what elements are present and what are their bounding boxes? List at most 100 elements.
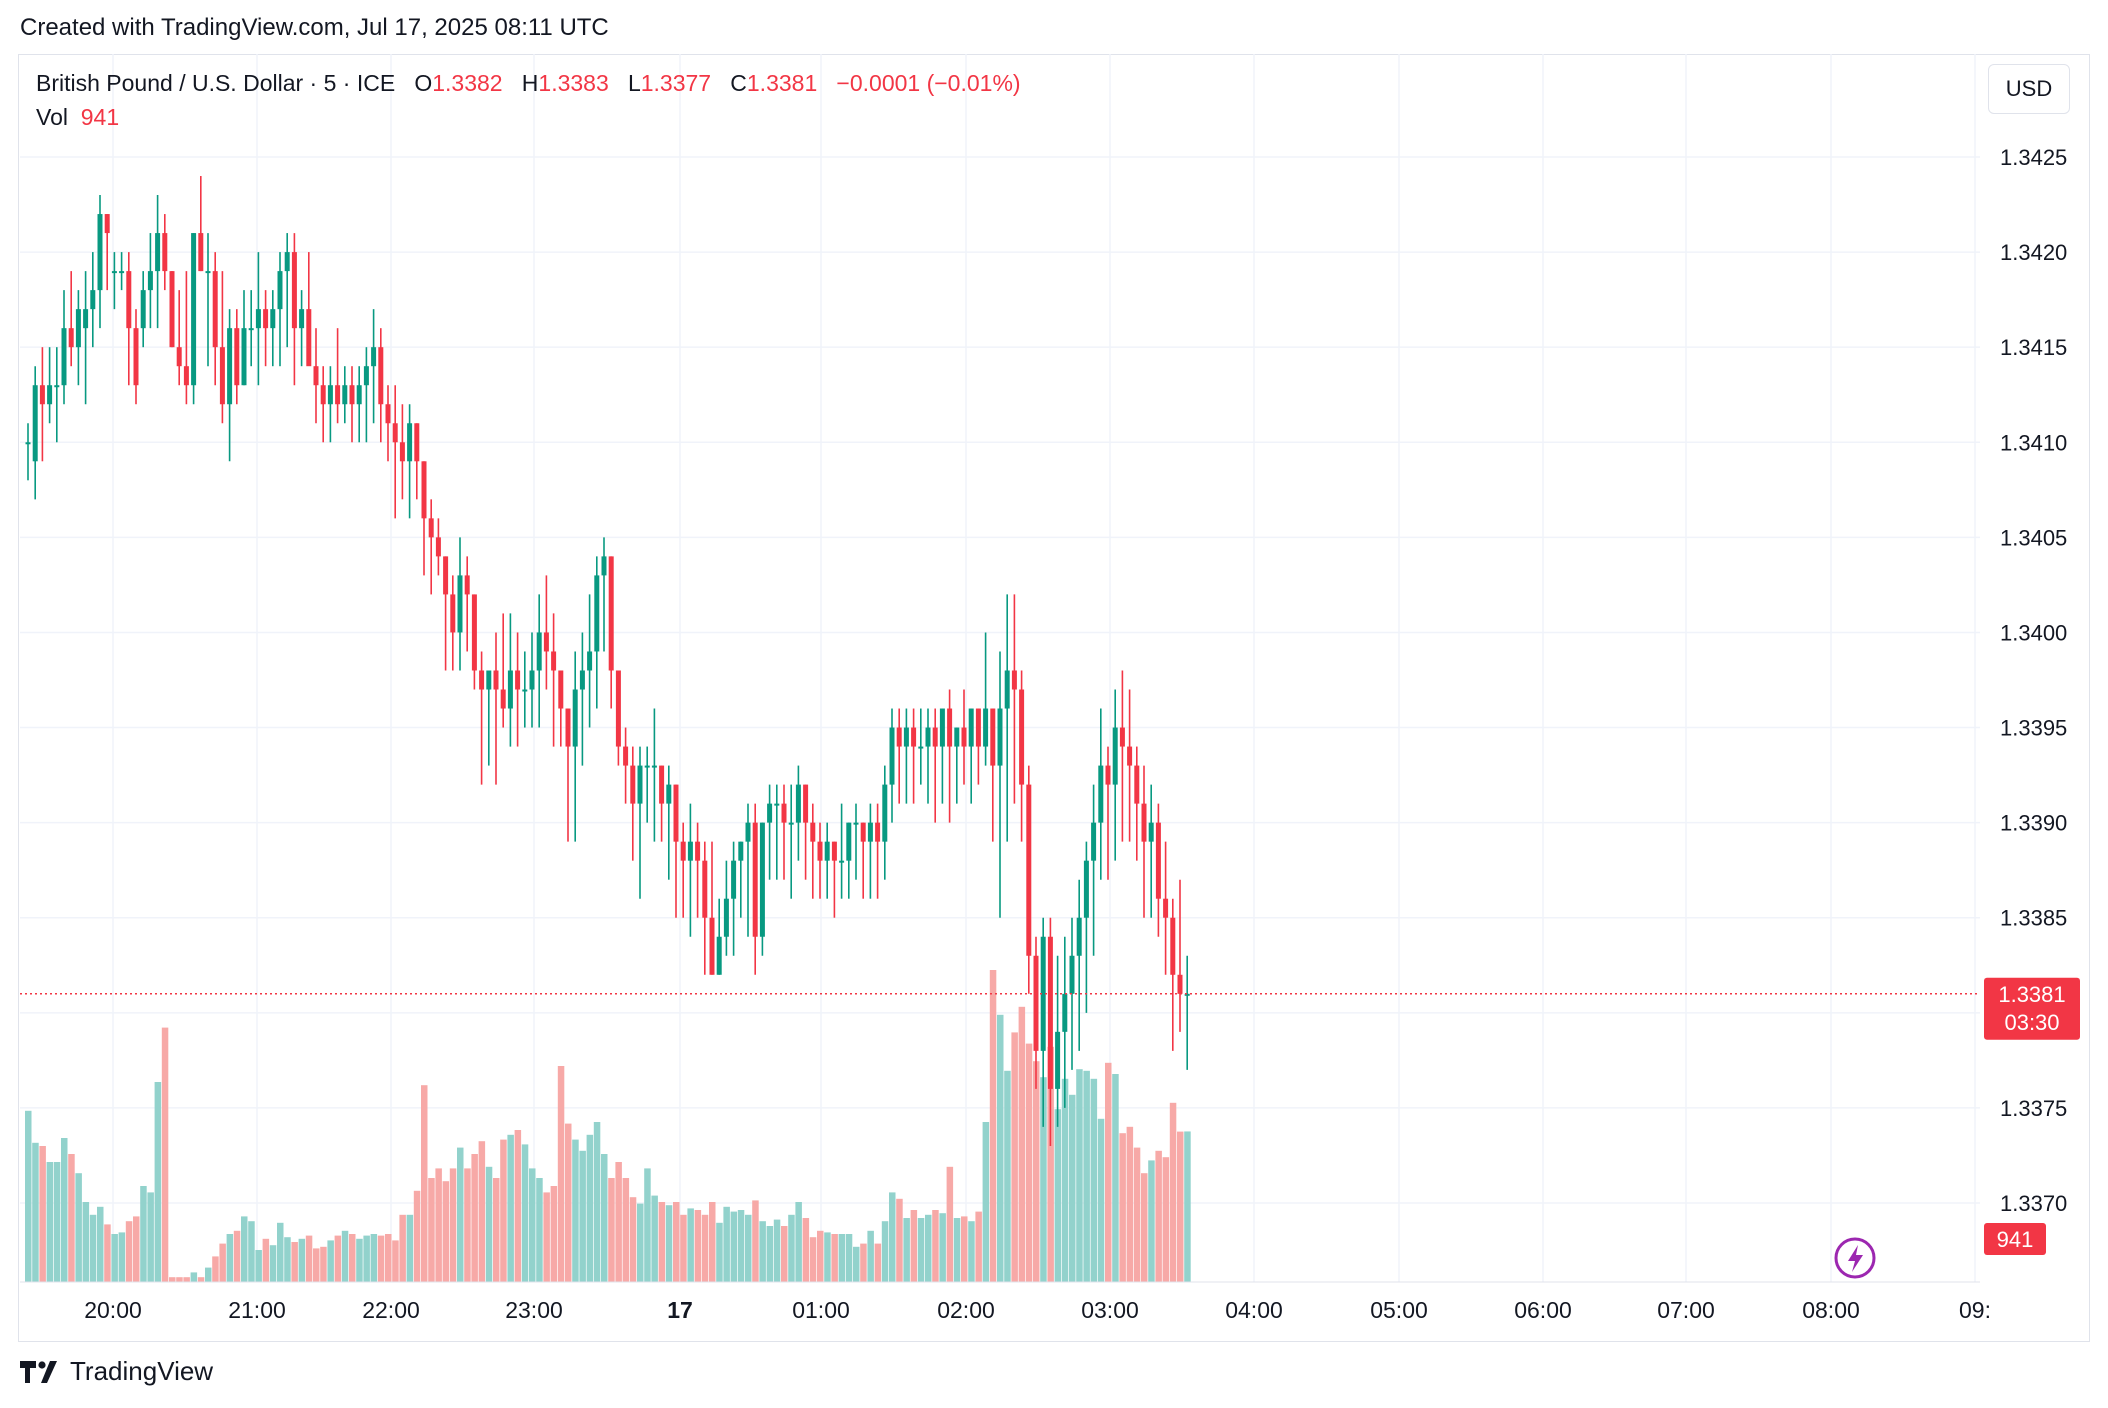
candle — [255, 252, 261, 386]
volume-bar — [154, 1082, 162, 1282]
candle-body — [558, 670, 564, 709]
candle — [335, 328, 341, 424]
candle-body — [731, 860, 737, 899]
candle-body — [781, 803, 787, 823]
candle-body — [363, 366, 369, 386]
candle — [731, 841, 737, 956]
volume-bar — [579, 1150, 586, 1282]
candle-body — [889, 727, 895, 785]
volume-bar — [161, 1027, 169, 1282]
volume-bar — [543, 1192, 550, 1282]
candle-body — [1055, 1031, 1061, 1089]
currency-button[interactable]: USD — [1988, 64, 2070, 114]
volume-bar — [1141, 1173, 1148, 1282]
candle-body — [925, 727, 931, 747]
volume-bar — [68, 1154, 75, 1282]
volume-bar — [881, 1221, 889, 1282]
candle — [486, 670, 492, 766]
volume-bar — [889, 1192, 896, 1282]
volume-bar — [500, 1139, 507, 1282]
candle-body — [299, 309, 305, 329]
lightning-icon — [1834, 1237, 1876, 1279]
volume-bar — [946, 1166, 954, 1282]
volume-bar — [716, 1222, 723, 1282]
price-tick-label: 1.3395 — [2000, 716, 2067, 741]
candle — [227, 309, 233, 462]
close-value: 1.3381 — [746, 70, 818, 96]
candle-body — [983, 708, 989, 747]
candle — [421, 461, 427, 576]
candle — [723, 860, 729, 956]
candlestick-series — [25, 176, 1190, 1146]
price-tick-label: 1.3415 — [2000, 335, 2067, 360]
candle-body — [270, 309, 276, 329]
candle-body — [1083, 860, 1089, 918]
candle — [565, 708, 571, 842]
volume-bar — [507, 1134, 514, 1282]
candle — [61, 290, 67, 405]
candle — [551, 613, 557, 747]
candle-body — [126, 271, 132, 329]
candle-body — [32, 385, 38, 462]
candle-body — [1112, 727, 1118, 785]
volume-bar — [341, 1230, 349, 1282]
candle — [1127, 689, 1133, 842]
candle — [594, 556, 600, 709]
candle-body — [140, 290, 146, 329]
candle-body — [457, 575, 463, 633]
candle — [644, 746, 650, 823]
candle — [443, 556, 449, 671]
candle-body — [644, 765, 650, 768]
candle-body — [191, 233, 197, 386]
candle-body — [709, 917, 715, 975]
volume-badge — [1984, 1223, 2046, 1255]
candle-body — [133, 328, 139, 386]
volume-bar — [903, 1218, 910, 1282]
candle — [903, 708, 909, 804]
candle-body — [471, 594, 477, 671]
volume-bar — [291, 1242, 298, 1282]
candle-body — [198, 233, 204, 272]
candle-body — [414, 423, 420, 462]
candle — [39, 347, 45, 462]
candle — [1040, 917, 1046, 1127]
candle-body — [1004, 670, 1010, 709]
volume-bar — [658, 1202, 666, 1282]
candle-body — [47, 385, 53, 405]
low-value: 1.3377 — [640, 70, 712, 96]
candle-body — [284, 252, 290, 272]
volume-bar — [723, 1206, 730, 1282]
candle-body — [277, 271, 283, 310]
candle — [1011, 594, 1017, 804]
candle — [299, 290, 305, 367]
volume-bar — [25, 1110, 32, 1282]
volume-bar — [471, 1154, 478, 1282]
candle-body — [831, 841, 837, 861]
candle-body — [752, 822, 758, 937]
candle-body — [75, 309, 81, 348]
candle — [54, 347, 60, 443]
candle — [803, 784, 809, 880]
tradingview-brand[interactable]: TradingView — [20, 1356, 213, 1387]
volume-bar — [226, 1234, 234, 1282]
candle-body — [954, 727, 960, 747]
candle — [306, 252, 312, 367]
candle — [795, 765, 801, 861]
volume-bar — [320, 1246, 327, 1282]
candle-body — [687, 841, 693, 861]
volume-bar — [485, 1166, 493, 1282]
candle-body — [817, 841, 823, 861]
volume-bar — [1090, 1078, 1098, 1282]
candle — [695, 822, 701, 918]
candle — [32, 366, 38, 500]
candle — [961, 689, 967, 785]
volume-bar — [961, 1216, 968, 1282]
volume-bar — [464, 1168, 471, 1282]
candle-body — [745, 822, 751, 842]
candle — [414, 423, 420, 500]
candle-body — [1105, 765, 1111, 785]
candle-body — [543, 632, 549, 652]
volume-bar — [550, 1186, 558, 1282]
candle — [687, 803, 693, 937]
